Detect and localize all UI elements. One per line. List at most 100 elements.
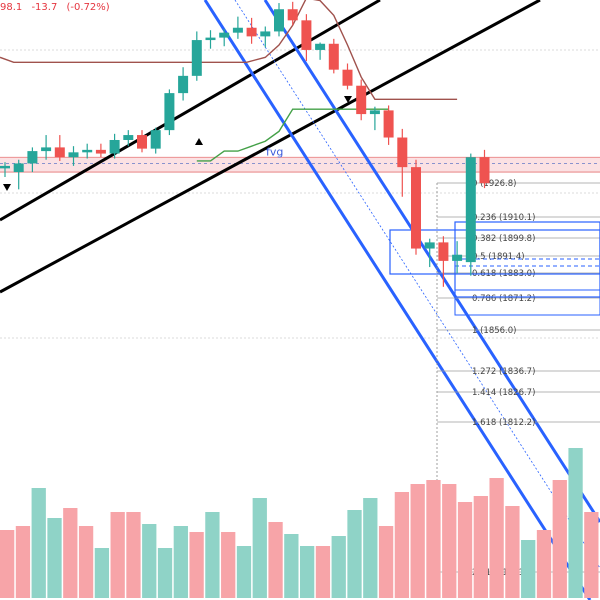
volume-bar	[489, 478, 504, 598]
volume-bar	[505, 506, 520, 598]
volume-bar	[252, 498, 267, 598]
volume-bar	[584, 512, 599, 598]
fib-level-label: 0.786 (1871.2)	[472, 294, 535, 304]
volume-bar	[331, 536, 346, 598]
candles	[0, 1, 490, 287]
order-block-box	[389, 229, 600, 275]
candle-body	[438, 242, 449, 261]
volume-bar	[110, 512, 125, 598]
candle-body	[315, 43, 326, 50]
volume-bar	[94, 548, 110, 598]
volume-bar	[142, 524, 157, 598]
fvg-zone	[0, 156, 600, 173]
candle-body	[260, 31, 271, 37]
volume-bar	[236, 546, 252, 598]
volume-bar	[157, 548, 173, 598]
candle-body	[479, 157, 490, 184]
candle-body	[27, 151, 38, 164]
candle-body	[54, 147, 65, 158]
volume-bar	[347, 510, 362, 598]
volume-bar	[189, 532, 204, 598]
candle-body	[0, 165, 10, 169]
candle-body	[328, 43, 339, 70]
candle-body	[356, 85, 367, 115]
buy-signal-marker	[195, 138, 203, 145]
candle-body	[383, 110, 394, 138]
volume-bar	[457, 502, 473, 598]
candle-body	[424, 242, 435, 249]
fib-level-label: 1 (1856.0)	[472, 326, 516, 336]
candle-body	[109, 139, 120, 154]
candle-body	[137, 135, 147, 149]
fib-level-label: 0.5 (1891.4)	[472, 252, 525, 262]
volume-bar	[426, 480, 441, 598]
blue-channel-mid	[234, 0, 600, 569]
volume-bar	[521, 540, 536, 598]
channel-upper-line	[0, 0, 381, 222]
sell-signal-marker	[3, 184, 11, 191]
fib-level-label: 0.382 (1899.8)	[472, 234, 535, 244]
candle-body	[41, 147, 52, 152]
volume-bar	[205, 512, 220, 598]
volume-bar	[394, 492, 410, 598]
fvg-rect	[0, 157, 600, 173]
fib-level-label: 1.414 (1826.7)	[472, 388, 535, 398]
candle-body	[191, 40, 202, 76]
last-price: 98.1	[0, 2, 23, 13]
candle-body	[411, 167, 421, 249]
candle-body	[68, 152, 79, 158]
fib-level-label: 1.272 (1836.7)	[472, 367, 535, 377]
fvg-label: fvg	[266, 145, 283, 158]
price-change: -13.7	[31, 2, 58, 13]
volume-bar	[552, 480, 567, 598]
volume-bar	[442, 484, 457, 598]
candle-body	[150, 130, 161, 149]
volume-bar	[15, 526, 31, 598]
volume-bar	[47, 518, 62, 598]
volume-bar	[221, 532, 236, 598]
fib-level-label: 0 (1926.8)	[472, 179, 516, 189]
candle-body	[246, 27, 257, 37]
volume-bar	[536, 530, 552, 598]
volume-bar	[0, 530, 15, 598]
candle-body	[164, 93, 175, 131]
candle-body	[342, 69, 353, 86]
volume-bar	[31, 488, 46, 598]
sell-signal-marker	[344, 96, 352, 103]
volume-bar	[363, 498, 378, 598]
volume-bar	[126, 512, 141, 598]
brown-ma-line	[0, 0, 458, 100]
candle-body	[219, 32, 230, 38]
volume-bar	[378, 526, 394, 598]
candle-body	[95, 149, 106, 154]
volume-bar	[410, 484, 425, 598]
candle-body	[452, 254, 463, 261]
volume-bar	[300, 546, 315, 598]
candle-body	[82, 149, 93, 153]
candle-body	[205, 37, 216, 41]
volume-bar	[63, 508, 78, 598]
fib-level-label: 0.236 (1910.1)	[472, 213, 535, 223]
candle-body	[301, 20, 312, 50]
candle-body	[232, 27, 243, 33]
volume-bar	[473, 496, 488, 598]
volume-bar	[568, 448, 583, 598]
price-change-percent: (-0.72%)	[66, 2, 110, 13]
volume-bar	[284, 534, 299, 598]
volume-bar	[78, 526, 94, 598]
price-header: 98.1 -13.7 (-0.72%)	[0, 2, 116, 13]
blue-channel-left	[203, 0, 592, 600]
candle-body	[274, 9, 284, 32]
volume-bar	[173, 526, 188, 598]
candle-body	[123, 135, 134, 140]
candle-body	[287, 9, 298, 21]
candle-body	[178, 75, 189, 94]
signal-markers	[3, 96, 352, 191]
candle-body	[13, 163, 24, 173]
channel-lower-line	[0, 0, 541, 294]
grid-lines	[0, 49, 600, 339]
volume-bars	[0, 448, 599, 598]
candle-body	[397, 137, 408, 168]
